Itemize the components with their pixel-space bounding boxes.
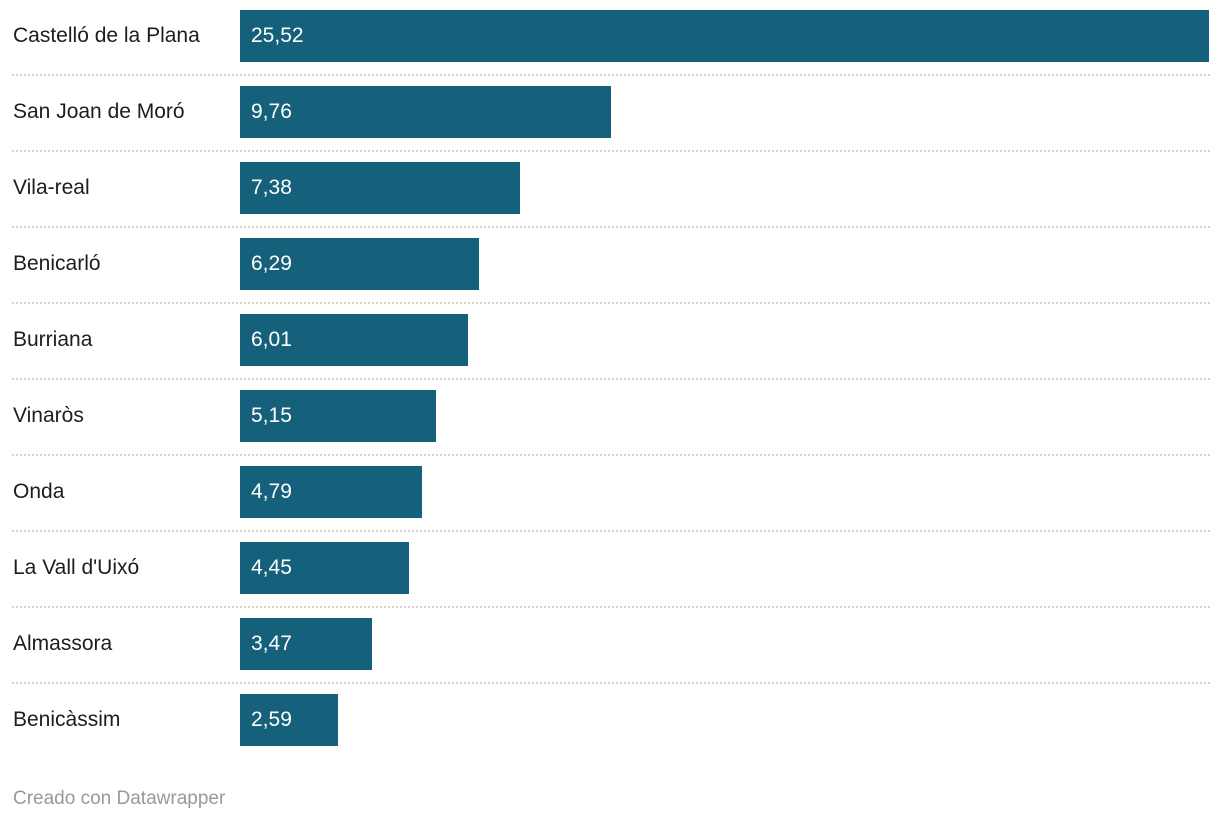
bar: 7,38: [240, 162, 521, 214]
bar-row: Benicàssim 2,59: [0, 684, 1220, 760]
value-label: 25,52: [251, 24, 304, 47]
value-label: 2,59: [251, 708, 292, 731]
category-label: Benicarló: [13, 252, 101, 275]
row-separator: [12, 150, 1212, 152]
bar: 2,59: [240, 694, 339, 746]
row-separator: [12, 454, 1212, 456]
bar: 3,47: [240, 618, 372, 670]
category-label: Vila-real: [13, 176, 90, 199]
value-label: 6,29: [251, 252, 292, 275]
row-separator: [12, 74, 1212, 76]
category-label: Almassora: [13, 632, 113, 655]
bar-row: Castelló de la Plana 25,52: [0, 0, 1220, 76]
bar: 9,76: [240, 86, 611, 138]
row-separator: [12, 682, 1212, 684]
bar-row: Onda 4,79: [0, 456, 1220, 532]
bar: 6,01: [240, 314, 469, 366]
bar-row: Vinaròs 5,15: [0, 380, 1220, 456]
value-label: 6,01: [251, 328, 292, 351]
category-label: San Joan de Moró: [13, 100, 185, 123]
bar: 25,52: [240, 10, 1209, 62]
bar: 4,79: [240, 466, 422, 518]
value-label: 7,38: [251, 176, 292, 199]
row-separator: [12, 226, 1212, 228]
bar: 5,15: [240, 390, 436, 442]
category-label: Burriana: [13, 328, 93, 351]
category-label: Castelló de la Plana: [13, 24, 200, 47]
value-label: 4,79: [251, 480, 292, 503]
category-label: La Vall d'Uixó: [13, 556, 140, 579]
row-separator: [12, 378, 1212, 380]
value-label: 3,47: [251, 632, 292, 655]
value-label: 5,15: [251, 404, 292, 427]
bar-row: Vila-real 7,38: [0, 152, 1220, 228]
bar-row: La Vall d'Uixó 4,45: [0, 532, 1220, 608]
datawrapper-attribution-link[interactable]: Creado con Datawrapper: [13, 788, 226, 809]
category-label: Onda: [13, 480, 65, 503]
category-label: Vinaròs: [13, 404, 84, 427]
bar-row: Almassora 3,47: [0, 608, 1220, 684]
category-label: Benicàssim: [13, 708, 121, 731]
row-separator: [12, 530, 1212, 532]
row-separator: [12, 606, 1212, 608]
bar-chart-rows: Castelló de la Plana 25,52 San Joan de M…: [0, 0, 1220, 760]
value-label: 4,45: [251, 556, 292, 579]
bar-row: Burriana 6,01: [0, 304, 1220, 380]
bar-row: Benicarló 6,29: [0, 228, 1220, 304]
bar: 6,29: [240, 238, 479, 290]
row-separator: [12, 302, 1212, 304]
value-label: 9,76: [251, 100, 292, 123]
bar-row: San Joan de Moró 9,76: [0, 76, 1220, 152]
bar: 4,45: [240, 542, 409, 594]
